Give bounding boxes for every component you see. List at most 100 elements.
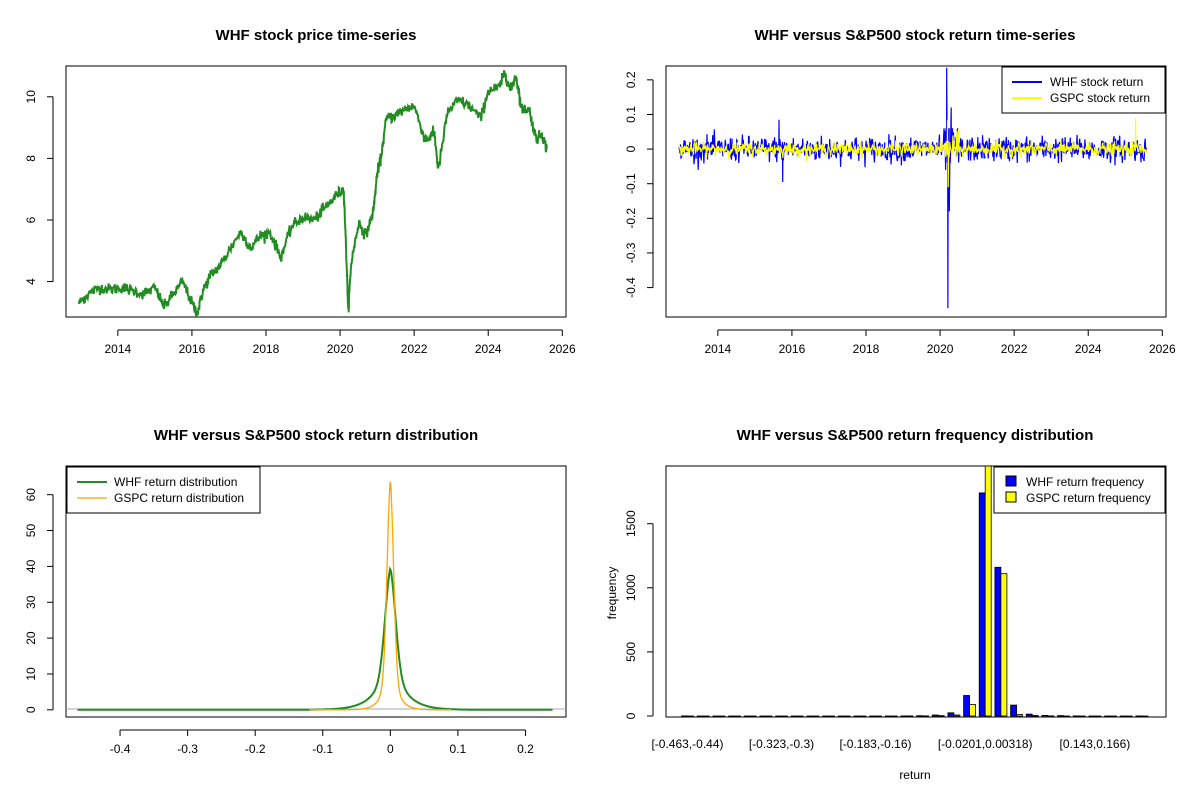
legend-label-whf-frequency: WHF return frequency bbox=[1026, 475, 1144, 489]
bar-gspc-frequency bbox=[765, 715, 773, 718]
bar-whf-frequency bbox=[1057, 715, 1064, 717]
bar-gspc-frequency bbox=[906, 715, 914, 717]
series-line-gspc-return bbox=[678, 117, 1148, 188]
bar-gspc-frequency bbox=[937, 715, 945, 717]
x-axis-price-tick-label: 2018 bbox=[253, 342, 280, 356]
x-axis-distribution-tick-label: 0.2 bbox=[517, 742, 534, 756]
bar-whf-frequency bbox=[1088, 715, 1096, 718]
bar-whf-frequency bbox=[900, 715, 908, 717]
bar-gspc-frequency bbox=[1016, 714, 1023, 717]
bar-gspc-frequency bbox=[1125, 715, 1133, 718]
x-axis-returns-tick-label: 2024 bbox=[1075, 342, 1102, 356]
bar-gspc-frequency bbox=[1063, 715, 1070, 718]
bar-gspc-frequency bbox=[843, 715, 851, 718]
panel-price-timeseries: WHF stock price time-series 2014 2016 2018… bbox=[24, 27, 576, 356]
bar-gspc-frequency bbox=[953, 714, 961, 717]
legend-label-whf-distribution: WHF return distribution bbox=[114, 475, 237, 489]
bar-gspc-frequency bbox=[1141, 715, 1149, 718]
y-axis-frequency-tick-label: 500 bbox=[624, 642, 638, 662]
bar-whf-frequency bbox=[884, 715, 892, 718]
x-axis-frequency-tick-label: [-0.463,-0.44) bbox=[651, 737, 723, 751]
bar-gspc-frequency bbox=[1110, 715, 1117, 718]
x-axis-returns-tick-label: 2018 bbox=[853, 342, 880, 356]
legend-label-gspc-distribution: GSPC return distribution bbox=[114, 491, 244, 505]
bar-whf-frequency bbox=[1104, 715, 1111, 718]
bar-whf-frequency bbox=[1119, 715, 1127, 718]
chart-title-frequency: WHF versus S&P500 return frequency distr… bbox=[737, 427, 1094, 444]
bar-whf-frequency bbox=[1041, 715, 1049, 717]
bar-whf-frequency bbox=[712, 715, 720, 718]
x-axis-distribution-tick-label: 0.1 bbox=[450, 742, 467, 756]
plot-box-distribution bbox=[65, 465, 567, 718]
bar-whf-frequency bbox=[931, 714, 939, 717]
bar-whf-frequency bbox=[963, 695, 970, 717]
bar-gspc-frequency bbox=[828, 715, 835, 718]
legend-returns: WHF stock return GSPC stock return bbox=[1001, 66, 1166, 114]
bar-whf-frequency bbox=[1025, 713, 1033, 717]
density-line-gspc bbox=[309, 481, 452, 711]
bar-whf-frequency bbox=[681, 715, 688, 717]
bar-gspc-frequency bbox=[859, 715, 867, 718]
x-axis-price-tick-label: 2020 bbox=[327, 342, 354, 356]
x-axis-distribution-tick-label: -0.2 bbox=[245, 742, 266, 756]
bar-whf-frequency bbox=[822, 715, 829, 718]
y-axis-label-frequency: frequency bbox=[605, 567, 619, 620]
x-axis-distribution-tick-label: -0.3 bbox=[177, 742, 198, 756]
legend-distribution: WHF return distribution GSPC return dist… bbox=[66, 466, 261, 514]
bar-whf-frequency bbox=[696, 715, 704, 718]
legend-swatch-gspc-frequency bbox=[1005, 491, 1017, 503]
density-line-whf bbox=[77, 565, 553, 711]
y-axis-distribution-tick-label: 30 bbox=[24, 595, 38, 609]
x-axis-price-tick-label: 2022 bbox=[401, 342, 428, 356]
y-axis-price-tick-label: 10 bbox=[24, 90, 38, 104]
y-axis-distribution-tick-label: 60 bbox=[24, 488, 38, 502]
legend-swatch-whf-frequency bbox=[1005, 475, 1017, 487]
bar-gspc-frequency bbox=[1031, 715, 1039, 717]
bar-gspc-frequency bbox=[875, 715, 882, 718]
legend-frequency: WHF return frequency GSPC return frequen… bbox=[993, 466, 1166, 514]
bar-gspc-frequency bbox=[890, 715, 898, 718]
bar-gspc-frequency bbox=[796, 715, 804, 718]
y-axis-returns-tick-label: -0.3 bbox=[624, 242, 638, 263]
bar-gspc-frequency bbox=[734, 715, 741, 718]
y-axis-returns-tick-label: 0.1 bbox=[624, 106, 638, 123]
x-axis-returns-tick-label: 2014 bbox=[705, 342, 732, 356]
bar-gspc-frequency bbox=[1094, 715, 1102, 718]
bar-whf-frequency bbox=[978, 492, 986, 717]
bar-whf-frequency bbox=[947, 712, 955, 717]
x-axis-frequency-tick-label: [-0.183,-0.16) bbox=[839, 737, 911, 751]
panel-frequency-distribution: WHF versus S&P500 return frequency distr… bbox=[605, 427, 1167, 782]
bar-whf-frequency bbox=[1072, 715, 1080, 717]
y-axis-distribution-tick-label: 40 bbox=[24, 559, 38, 573]
x-axis-frequency-tick-label: [-0.0201,0.00318) bbox=[938, 737, 1033, 751]
y-axis-distribution-tick-label: 50 bbox=[24, 524, 38, 538]
plot-box-returns bbox=[665, 65, 1167, 318]
bar-whf-frequency bbox=[994, 566, 1002, 717]
y-axis-price-tick-label: 4 bbox=[24, 278, 38, 285]
bar-whf-frequency bbox=[728, 715, 735, 718]
legend-label-gspc-return: GSPC stock return bbox=[1050, 91, 1150, 105]
y-axis-frequency-tick-label: 0 bbox=[624, 712, 638, 719]
bar-gspc-frequency bbox=[687, 715, 694, 718]
y-axis-distribution-tick-label: 10 bbox=[24, 667, 38, 681]
series-line-whf-price bbox=[78, 70, 548, 319]
bar-gspc-frequency bbox=[984, 465, 992, 717]
bar-gspc-frequency bbox=[781, 715, 788, 718]
panel-return-timeseries: WHF versus S&P500 stock return time-seri… bbox=[624, 27, 1176, 356]
x-axis-distribution-tick-label: 0 bbox=[387, 742, 394, 756]
bar-gspc-frequency bbox=[749, 715, 757, 718]
x-axis-distribution-tick-label: -0.4 bbox=[110, 742, 131, 756]
y-axis-returns-tick-label: 0 bbox=[624, 145, 638, 152]
legend-label-gspc-frequency: GSPC return frequency bbox=[1026, 491, 1151, 505]
x-axis-frequency-tick-label: [0.143,0.166) bbox=[1060, 737, 1131, 751]
x-axis-price-tick-label: 2014 bbox=[105, 342, 132, 356]
y-axis-distribution-tick-label: 0 bbox=[24, 706, 38, 713]
plot-box-frequency bbox=[665, 465, 1167, 718]
bar-gspc-frequency bbox=[718, 715, 726, 718]
bar-gspc-frequency bbox=[1078, 715, 1086, 718]
x-axis-price-tick-label: 2016 bbox=[179, 342, 206, 356]
bar-whf-frequency bbox=[853, 715, 861, 718]
x-axis-distribution-tick-label: -0.1 bbox=[312, 742, 333, 756]
bar-whf-frequency bbox=[806, 715, 814, 718]
y-axis-frequency-tick-label: 1000 bbox=[624, 574, 638, 601]
